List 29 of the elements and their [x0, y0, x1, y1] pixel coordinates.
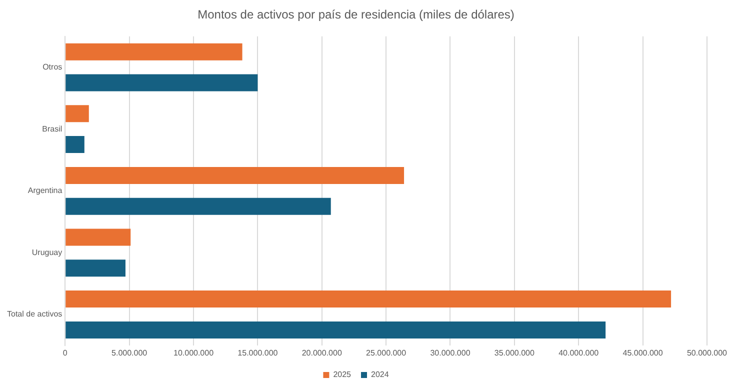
y-tick-label: Uruguay [32, 248, 62, 257]
y-tick-label: Brasil [42, 124, 62, 134]
x-tick-label: 25.000.000 [366, 348, 407, 358]
bar [66, 228, 131, 246]
x-tick-label: 45.000.000 [622, 348, 664, 358]
bar [66, 260, 126, 277]
bar [66, 136, 84, 154]
x-tick-label: 10.000.000 [173, 348, 214, 358]
bar [66, 105, 89, 122]
bar [66, 43, 242, 60]
x-tick-label: 40.000.000 [558, 348, 600, 358]
legend-label: 2024 [371, 370, 390, 380]
y-tick-label: Argentina [28, 186, 63, 196]
y-tick-label: Total de activos [7, 310, 62, 319]
x-tick-label: 15.000.000 [238, 348, 278, 358]
bar [66, 166, 404, 184]
bar [66, 198, 331, 215]
bar [66, 290, 672, 308]
chart-title: Montos de activos por país de residencia (miles de dólares) [198, 8, 514, 22]
y-tick-label: Otros [42, 62, 62, 72]
x-tick-label: 0 [62, 348, 68, 358]
x-tick-label: 30.000.000 [430, 348, 471, 358]
x-tick-label: 5.000.000 [112, 348, 148, 358]
legend-label: 2025 [333, 370, 352, 380]
x-tick-label: 35.000.000 [494, 348, 535, 358]
x-tick-label: 20.000.000 [302, 348, 342, 358]
bar [66, 74, 258, 92]
bar [66, 321, 606, 338]
x-tick-label: 50.000.000 [686, 348, 728, 358]
